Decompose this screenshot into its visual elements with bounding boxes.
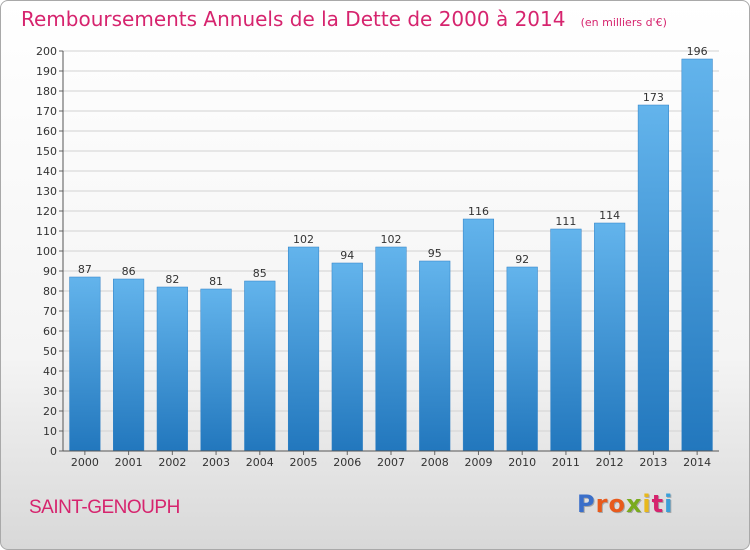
y-tick-label: 190: [36, 65, 57, 78]
chart-unit-label: (en milliers d'€): [580, 16, 667, 29]
x-tick-label: 2011: [552, 456, 580, 469]
y-tick-label: 120: [36, 205, 57, 218]
y-tick-label: 20: [43, 405, 57, 418]
x-tick-label: 2003: [202, 456, 230, 469]
bar-chart: 87 86 82 81 85 102 94 102 95 116 92 111 114 173 196 0 1…: [36, 45, 719, 469]
bar: [331, 262, 363, 452]
bar: [637, 104, 669, 452]
bar-value-label: 94: [340, 249, 354, 262]
y-tick-label: 180: [36, 85, 57, 98]
chart-title-main: Remboursements Annuels de la Dette de 20…: [21, 7, 566, 31]
y-tick-label: 150: [36, 145, 57, 158]
bar-value-label: 92: [515, 253, 529, 266]
y-tick-label: 160: [36, 125, 57, 138]
logo-letter: x: [625, 490, 643, 518]
x-tick-label: 2006: [333, 456, 361, 469]
y-tick-label: 70: [43, 305, 57, 318]
bar: [69, 276, 101, 452]
x-tick-label: 2001: [115, 456, 143, 469]
y-tick-label: 100: [36, 245, 57, 258]
bar-value-label: 81: [209, 275, 223, 288]
y-tick-label: 50: [43, 345, 57, 358]
y-tick-label: 0: [50, 445, 57, 458]
y-tick-label: 110: [36, 225, 57, 238]
bar: [113, 278, 145, 452]
x-tick-label: 2014: [683, 456, 711, 469]
x-tick-label: 2010: [508, 456, 536, 469]
value-labels: 87 86 82 81 85 102 94 102 95 116 92 111 114 173 196: [78, 45, 708, 288]
bar: [156, 286, 188, 452]
axes: 0 10 20 30 40 50 60 70 80 90 100 110 120 130 140 150 160…: [36, 45, 719, 469]
y-tick-label: 60: [43, 325, 57, 338]
y-tick-label: 80: [43, 285, 57, 298]
commune-name: SAINT-GENOUPH: [29, 497, 180, 518]
bar-value-label: 86: [122, 265, 136, 278]
bar-value-label: 95: [428, 247, 442, 260]
bar-value-label: 85: [253, 267, 267, 280]
bar: [681, 58, 713, 452]
bar-value-label: 116: [468, 205, 489, 218]
bar-value-label: 87: [78, 263, 92, 276]
x-tick-label: 2004: [246, 456, 274, 469]
x-tick-label: 2008: [421, 456, 449, 469]
y-tick-label: 130: [36, 185, 57, 198]
logo-letter: o: [608, 490, 626, 518]
bar-value-label: 111: [555, 215, 576, 228]
x-tick-label: 2009: [464, 456, 492, 469]
chart-title: Remboursements Annuels de la Dette de 20…: [21, 7, 667, 31]
logo-letter: P: [577, 490, 596, 518]
x-tick-label: 2012: [596, 456, 624, 469]
bar: [462, 218, 495, 452]
y-tick-label: 40: [43, 365, 57, 378]
bar-value-label: 114: [599, 209, 620, 222]
logo-letter: r: [595, 490, 609, 518]
bar: [375, 246, 407, 452]
bar: [200, 288, 232, 452]
bar: [287, 246, 320, 452]
x-tick-label: 2005: [290, 456, 318, 469]
bar-value-label: 196: [687, 45, 708, 58]
y-tick-label: 200: [36, 45, 57, 58]
bar-value-label: 173: [643, 91, 664, 104]
logo-letter: t: [651, 490, 665, 518]
bars: [69, 58, 713, 452]
logo-letter: i: [642, 490, 652, 518]
bar: [244, 280, 276, 452]
bar-value-label: 102: [293, 233, 314, 246]
x-tick-label: 2013: [639, 456, 667, 469]
y-tick-label: 30: [43, 385, 57, 398]
bar-value-label: 82: [165, 273, 179, 286]
y-tick-label: 90: [43, 265, 57, 278]
x-tick-label: 2002: [158, 456, 186, 469]
x-tick-label: 2000: [71, 456, 99, 469]
y-tick-label: 170: [36, 105, 57, 118]
bar: [419, 260, 451, 452]
proxiti-logo[interactable]: Proxiti: [577, 490, 673, 518]
bar-value-label: 102: [381, 233, 402, 246]
bar: [550, 228, 582, 452]
y-tick-label: 10: [43, 425, 57, 438]
x-tick-label: 2007: [377, 456, 405, 469]
logo-letter: i: [664, 490, 674, 518]
y-tick-label: 140: [36, 165, 57, 178]
bar: [506, 266, 538, 452]
bar: [594, 222, 626, 452]
